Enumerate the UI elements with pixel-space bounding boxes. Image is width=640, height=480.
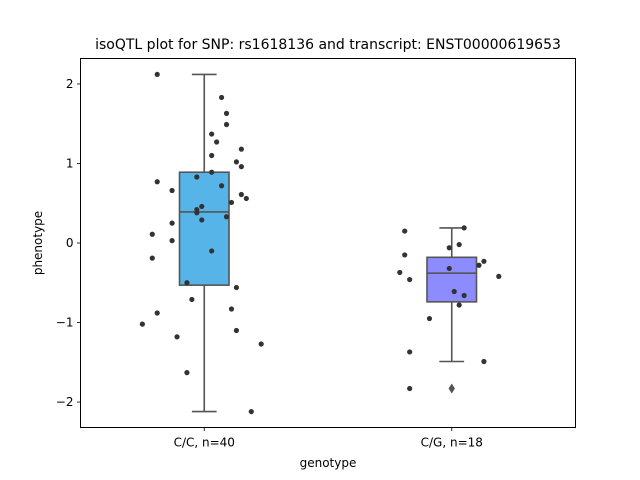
y-tick-label: 2 xyxy=(66,77,74,91)
data-point xyxy=(194,210,200,216)
data-point xyxy=(461,292,467,299)
y-tick-label: 1 xyxy=(66,156,74,170)
data-point xyxy=(238,164,244,170)
data-point xyxy=(154,310,160,316)
data-point xyxy=(461,225,467,231)
data-point xyxy=(451,288,457,295)
data-point xyxy=(218,183,225,189)
data-point xyxy=(258,341,264,347)
data-point xyxy=(174,334,180,340)
data-point xyxy=(223,110,230,116)
data-point xyxy=(149,231,155,237)
data-point xyxy=(218,94,225,101)
data-point xyxy=(228,199,235,206)
plot-area xyxy=(139,71,502,415)
data-point xyxy=(481,258,487,264)
outlier-marker xyxy=(448,383,455,394)
chart-title: isoQTL plot for SNP: rs1618136 and trans… xyxy=(95,37,561,53)
y-tick-label: 0 xyxy=(66,236,74,250)
data-point xyxy=(169,220,175,226)
data-point xyxy=(456,302,462,308)
data-point xyxy=(407,385,413,392)
data-point xyxy=(407,276,413,283)
data-point xyxy=(243,195,249,202)
data-point xyxy=(194,174,200,180)
data-point xyxy=(238,146,244,152)
box-iqr xyxy=(178,171,230,286)
data-point xyxy=(446,265,452,272)
data-point xyxy=(397,269,403,276)
box-iqr xyxy=(426,256,478,303)
data-point xyxy=(154,179,160,185)
data-point xyxy=(407,349,413,355)
plot-frame xyxy=(80,58,576,428)
data-point xyxy=(481,358,487,365)
data-point xyxy=(209,248,215,254)
data-point xyxy=(238,191,244,198)
data-point xyxy=(402,228,408,234)
data-point xyxy=(223,121,230,128)
data-point xyxy=(189,296,195,303)
data-point xyxy=(233,159,240,165)
data-point xyxy=(154,71,160,78)
axes: −2 −1 0 1 2 C/C, n=40 C/G, n=18 xyxy=(56,58,576,450)
data-point xyxy=(184,280,190,286)
data-point xyxy=(169,238,175,244)
x-tick-label: C/C, n=40 xyxy=(174,436,235,450)
data-point xyxy=(214,139,220,145)
data-point xyxy=(139,321,145,327)
data-point xyxy=(199,217,205,223)
data-point xyxy=(199,203,205,210)
data-point xyxy=(402,252,408,258)
data-point xyxy=(149,255,155,261)
box-group xyxy=(397,225,502,394)
box-group xyxy=(139,71,264,415)
data-point xyxy=(476,262,482,268)
x-axis-label: genotype xyxy=(300,456,357,470)
data-point xyxy=(456,241,462,248)
data-point xyxy=(248,408,254,415)
data-point xyxy=(223,214,230,220)
y-axis-label: phenotype xyxy=(31,211,45,275)
data-point xyxy=(209,131,215,137)
data-point xyxy=(426,315,433,322)
data-point xyxy=(209,169,215,175)
data-point xyxy=(209,152,215,159)
x-tick-label: C/G, n=18 xyxy=(421,436,483,450)
data-point xyxy=(233,284,240,291)
y-tick-label: −2 xyxy=(56,395,74,409)
y-tick-label: −1 xyxy=(56,316,74,330)
data-point xyxy=(169,187,175,194)
data-point xyxy=(496,273,502,280)
data-point xyxy=(184,370,190,376)
data-point xyxy=(446,245,452,251)
data-point xyxy=(233,327,240,334)
data-point xyxy=(228,306,235,312)
